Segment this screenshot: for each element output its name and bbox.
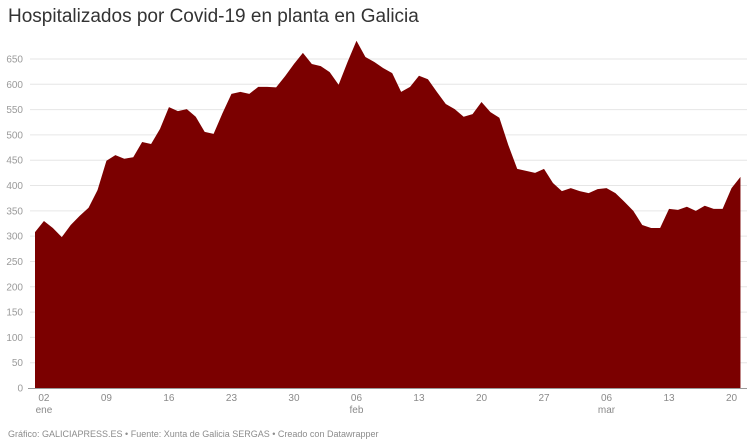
y-tick-label: 500 — [6, 130, 23, 141]
chart-footer: Gráfico: GALICIAPRESS.ES • Fuente: Xunta… — [8, 429, 379, 439]
y-tick-label: 50 — [12, 358, 24, 369]
y-tick-label: 300 — [6, 232, 23, 243]
x-tick-label: 13 — [663, 393, 675, 404]
y-tick-label: 250 — [6, 257, 23, 268]
y-tick-label: 200 — [6, 282, 23, 293]
y-axis-labels: 0 50 100 150 200 250 300 350 400 450 500 550 600 650 — [6, 55, 23, 395]
y-tick-label: 400 — [6, 181, 23, 192]
x-tick-label: 20 — [476, 393, 488, 404]
y-tick-label: 600 — [6, 80, 23, 91]
x-tick-label: 16 — [163, 393, 175, 404]
x-tick-label: 20 — [726, 393, 738, 404]
x-tick-label: 23 — [226, 393, 238, 404]
y-tick-label: 100 — [6, 333, 23, 344]
x-tick-label: 13 — [413, 393, 425, 404]
x-month-label: ene — [36, 405, 53, 416]
x-tick-label: 02 — [38, 393, 50, 404]
x-month-label: mar — [598, 405, 616, 416]
x-tick-label: 27 — [538, 393, 550, 404]
chart-title: Hospitalizados por Covid-19 en planta en… — [8, 6, 419, 27]
x-tick-label: 30 — [288, 393, 300, 404]
x-tick-label: 06 — [351, 393, 363, 404]
x-tick-label: 09 — [101, 393, 113, 404]
y-tick-label: 550 — [6, 105, 23, 116]
y-tick-label: 0 — [17, 384, 23, 395]
hospitalized-area — [35, 40, 741, 388]
y-tick-label: 150 — [6, 308, 23, 319]
x-tick-label: 06 — [601, 393, 613, 404]
y-tick-label: 650 — [6, 55, 23, 66]
y-tick-label: 350 — [6, 206, 23, 217]
x-month-label: feb — [350, 405, 364, 416]
y-tick-label: 450 — [6, 156, 23, 167]
